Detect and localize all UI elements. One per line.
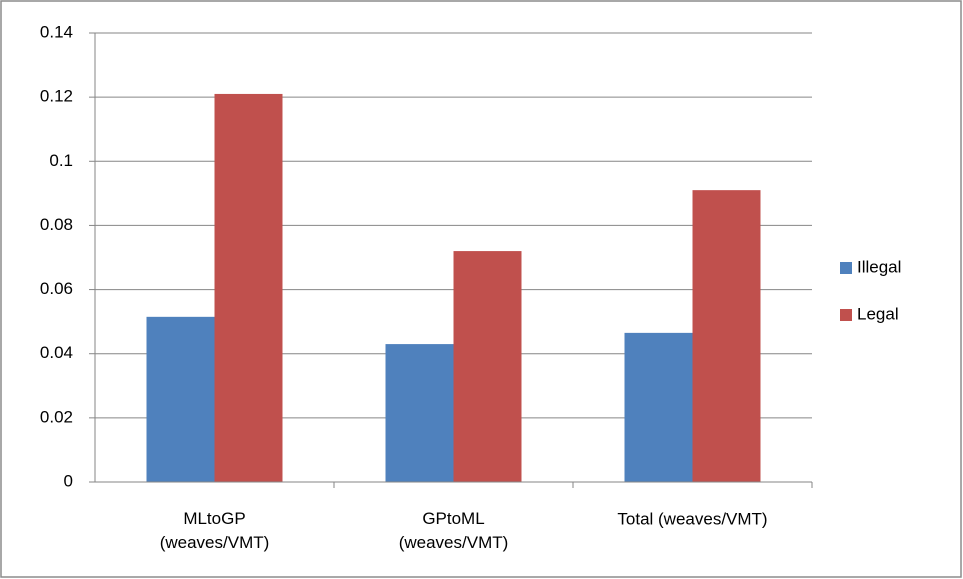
y-tick-label: 0 [64, 471, 73, 490]
y-tick-label: 0.04 [40, 343, 73, 362]
legend-label: Illegal [857, 257, 901, 276]
y-tick-label: 0.14 [40, 22, 73, 41]
legend-swatch [840, 309, 852, 321]
bar [385, 344, 454, 482]
bar [692, 190, 761, 482]
x-tick-label: Total (weaves/VMT) [617, 509, 767, 528]
bar [624, 332, 693, 482]
x-tick-label: MLtoGP (weaves/VMT) [160, 509, 270, 552]
y-tick-label: 0.12 [40, 87, 73, 106]
y-tick-label: 0.02 [40, 407, 73, 426]
bar [146, 316, 215, 482]
y-tick-label: 0.06 [40, 279, 73, 298]
legend-label: Legal [857, 304, 899, 323]
bar [214, 93, 283, 482]
bar [453, 251, 522, 482]
legend-swatch [840, 262, 852, 274]
x-tick-label: GPtoML (weaves/VMT) [399, 509, 509, 552]
y-tick-label: 0.1 [49, 151, 73, 170]
y-tick-label: 0.08 [40, 215, 73, 234]
